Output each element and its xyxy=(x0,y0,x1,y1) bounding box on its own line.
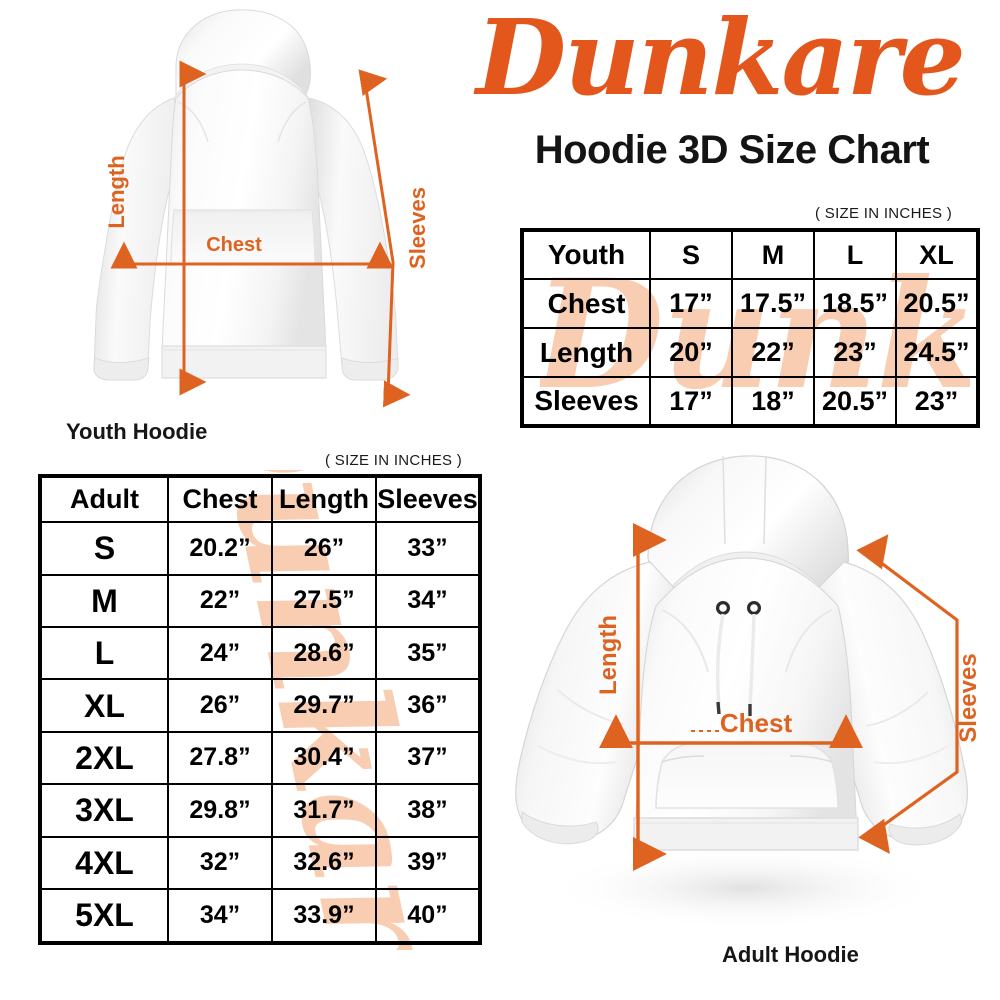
adult-chest-label: Chest xyxy=(720,708,793,738)
table-row: 3XL 29.8” 31.7” 38” xyxy=(39,783,481,838)
adult-hoodie-illustration: Length Chest Sleeves xyxy=(498,440,998,940)
youth-chest-m: 17.5” xyxy=(731,278,815,329)
table-row: S 20.2” 26” 33” xyxy=(39,521,481,576)
adult-col-chest: Chest xyxy=(167,474,273,524)
adult-size-s: S xyxy=(39,521,169,576)
adult-length-3xl: 31.7” xyxy=(271,783,377,838)
adult-units-note: ( SIZE IN INCHES ) xyxy=(325,452,463,469)
table-row: Chest 17” 17.5” 18.5” 20.5” xyxy=(521,278,979,329)
youth-hoodie-caption: Youth Hoodie xyxy=(66,419,208,444)
youth-length-s: 20” xyxy=(649,327,733,378)
adult-length-2xl: 30.4” xyxy=(271,730,377,786)
adult-col-length: Length xyxy=(271,474,377,524)
adult-chest-2xl: 27.8” xyxy=(167,730,273,786)
adult-length-5xl: 33.9” xyxy=(271,887,377,945)
adult-sleeves-m: 34” xyxy=(375,573,481,629)
youth-length-label: Length xyxy=(104,155,129,228)
table-row-header: Adult Chest Length Sleeves xyxy=(39,474,481,524)
youth-sleeves-arrow xyxy=(358,69,411,408)
adult-sleeves-s: 33” xyxy=(375,521,481,576)
youth-row-label-length: Length xyxy=(521,327,651,378)
adult-length-s: 26” xyxy=(271,521,377,576)
adult-chest-4xl: 32” xyxy=(167,835,273,890)
youth-size-s: S xyxy=(649,229,733,280)
youth-sleeves-xl: 23” xyxy=(895,376,979,427)
adult-chest-3xl: 29.8” xyxy=(167,783,273,838)
youth-chest-label: Chest xyxy=(206,234,262,256)
youth-corner-label: Youth xyxy=(521,229,651,280)
table-row: M 22” 27.5” 34” xyxy=(39,573,481,629)
adult-hoodie-caption: Adult Hoodie xyxy=(722,942,859,967)
youth-sleeves-m: 18” xyxy=(731,376,815,427)
table-row: 5XL 34” 33.9” 40” xyxy=(39,887,481,945)
adult-col-sleeves: Sleeves xyxy=(375,474,481,524)
youth-chest-xl: 20.5” xyxy=(895,278,979,329)
youth-row-label-sleeves: Sleeves xyxy=(521,376,651,427)
adult-length-m: 27.5” xyxy=(271,573,377,629)
youth-sleeves-l: 20.5” xyxy=(813,376,897,427)
youth-hoodie-illustration: Length Chest Sleeves xyxy=(58,2,468,412)
adult-size-3xl: 3XL xyxy=(39,783,169,838)
youth-sleeves-label: Sleeves xyxy=(405,187,430,269)
adult-sleeves-4xl: 39” xyxy=(375,835,481,890)
youth-sleeves-s: 17” xyxy=(649,376,733,427)
adult-chest-5xl: 34” xyxy=(167,887,273,945)
youth-length-xl: 24.5” xyxy=(895,327,979,378)
adult-length-xl: 29.7” xyxy=(271,678,377,733)
table-row: 4XL 32” 32.6” 39” xyxy=(39,835,481,890)
brand-wordmark-text: Dunkare xyxy=(473,8,964,119)
adult-col-adult: Adult xyxy=(39,474,169,524)
youth-size-m: M xyxy=(731,229,815,280)
adult-sleeves-l: 35” xyxy=(375,626,481,681)
table-row-header: Youth S M L XL xyxy=(521,229,979,280)
youth-size-l: L xyxy=(813,229,897,280)
adult-size-xl: XL xyxy=(39,678,169,733)
adult-sleeves-arrow xyxy=(856,534,959,855)
table-row: L 24” 28.6” 35” xyxy=(39,626,481,681)
adult-sleeves-5xl: 40” xyxy=(375,887,481,945)
adult-sleeves-3xl: 38” xyxy=(375,783,481,838)
adult-chest-l: 24” xyxy=(167,626,273,681)
adult-size-5xl: 5XL xyxy=(39,887,169,945)
adult-length-label: Length xyxy=(595,615,622,695)
adult-sleeves-label: Sleeves xyxy=(955,653,982,742)
table-row: 2XL 27.8” 30.4” 37” xyxy=(39,730,481,786)
adult-chest-m: 22” xyxy=(167,573,273,629)
youth-row-label-chest: Chest xyxy=(521,278,651,329)
adult-size-2xl: 2XL xyxy=(39,730,169,786)
table-row: Sleeves 17” 18” 20.5” 23” xyxy=(521,376,979,427)
youth-size-xl: XL xyxy=(895,229,979,280)
adult-size-table: Adult Chest Length Sleeves S 20.2” 26” 3… xyxy=(38,474,482,945)
adult-chest-s: 20.2” xyxy=(167,521,273,576)
brand-logo: Dunkare xyxy=(470,8,980,123)
youth-size-table: Youth S M L XL Chest 17” 17.5” 18.5” 20.… xyxy=(520,228,980,428)
adult-length-l: 28.6” xyxy=(271,626,377,681)
youth-chest-s: 17” xyxy=(649,278,733,329)
table-row: XL 26” 29.7” 36” xyxy=(39,678,481,733)
table-row: Length 20” 22” 23” 24.5” xyxy=(521,327,979,378)
youth-chest-l: 18.5” xyxy=(813,278,897,329)
page-title: Hoodie 3D Size Chart xyxy=(534,128,930,172)
adult-size-4xl: 4XL xyxy=(39,835,169,890)
adult-sleeves-xl: 36” xyxy=(375,678,481,733)
adult-size-l: L xyxy=(39,626,169,681)
adult-sleeves-2xl: 37” xyxy=(375,730,481,786)
youth-length-l: 23” xyxy=(813,327,897,378)
adult-chest-xl: 26” xyxy=(167,678,273,733)
adult-length-4xl: 32.6” xyxy=(271,835,377,890)
youth-length-m: 22” xyxy=(731,327,815,378)
adult-size-m: M xyxy=(39,573,169,629)
youth-units-note: ( SIZE IN INCHES ) xyxy=(815,205,953,222)
